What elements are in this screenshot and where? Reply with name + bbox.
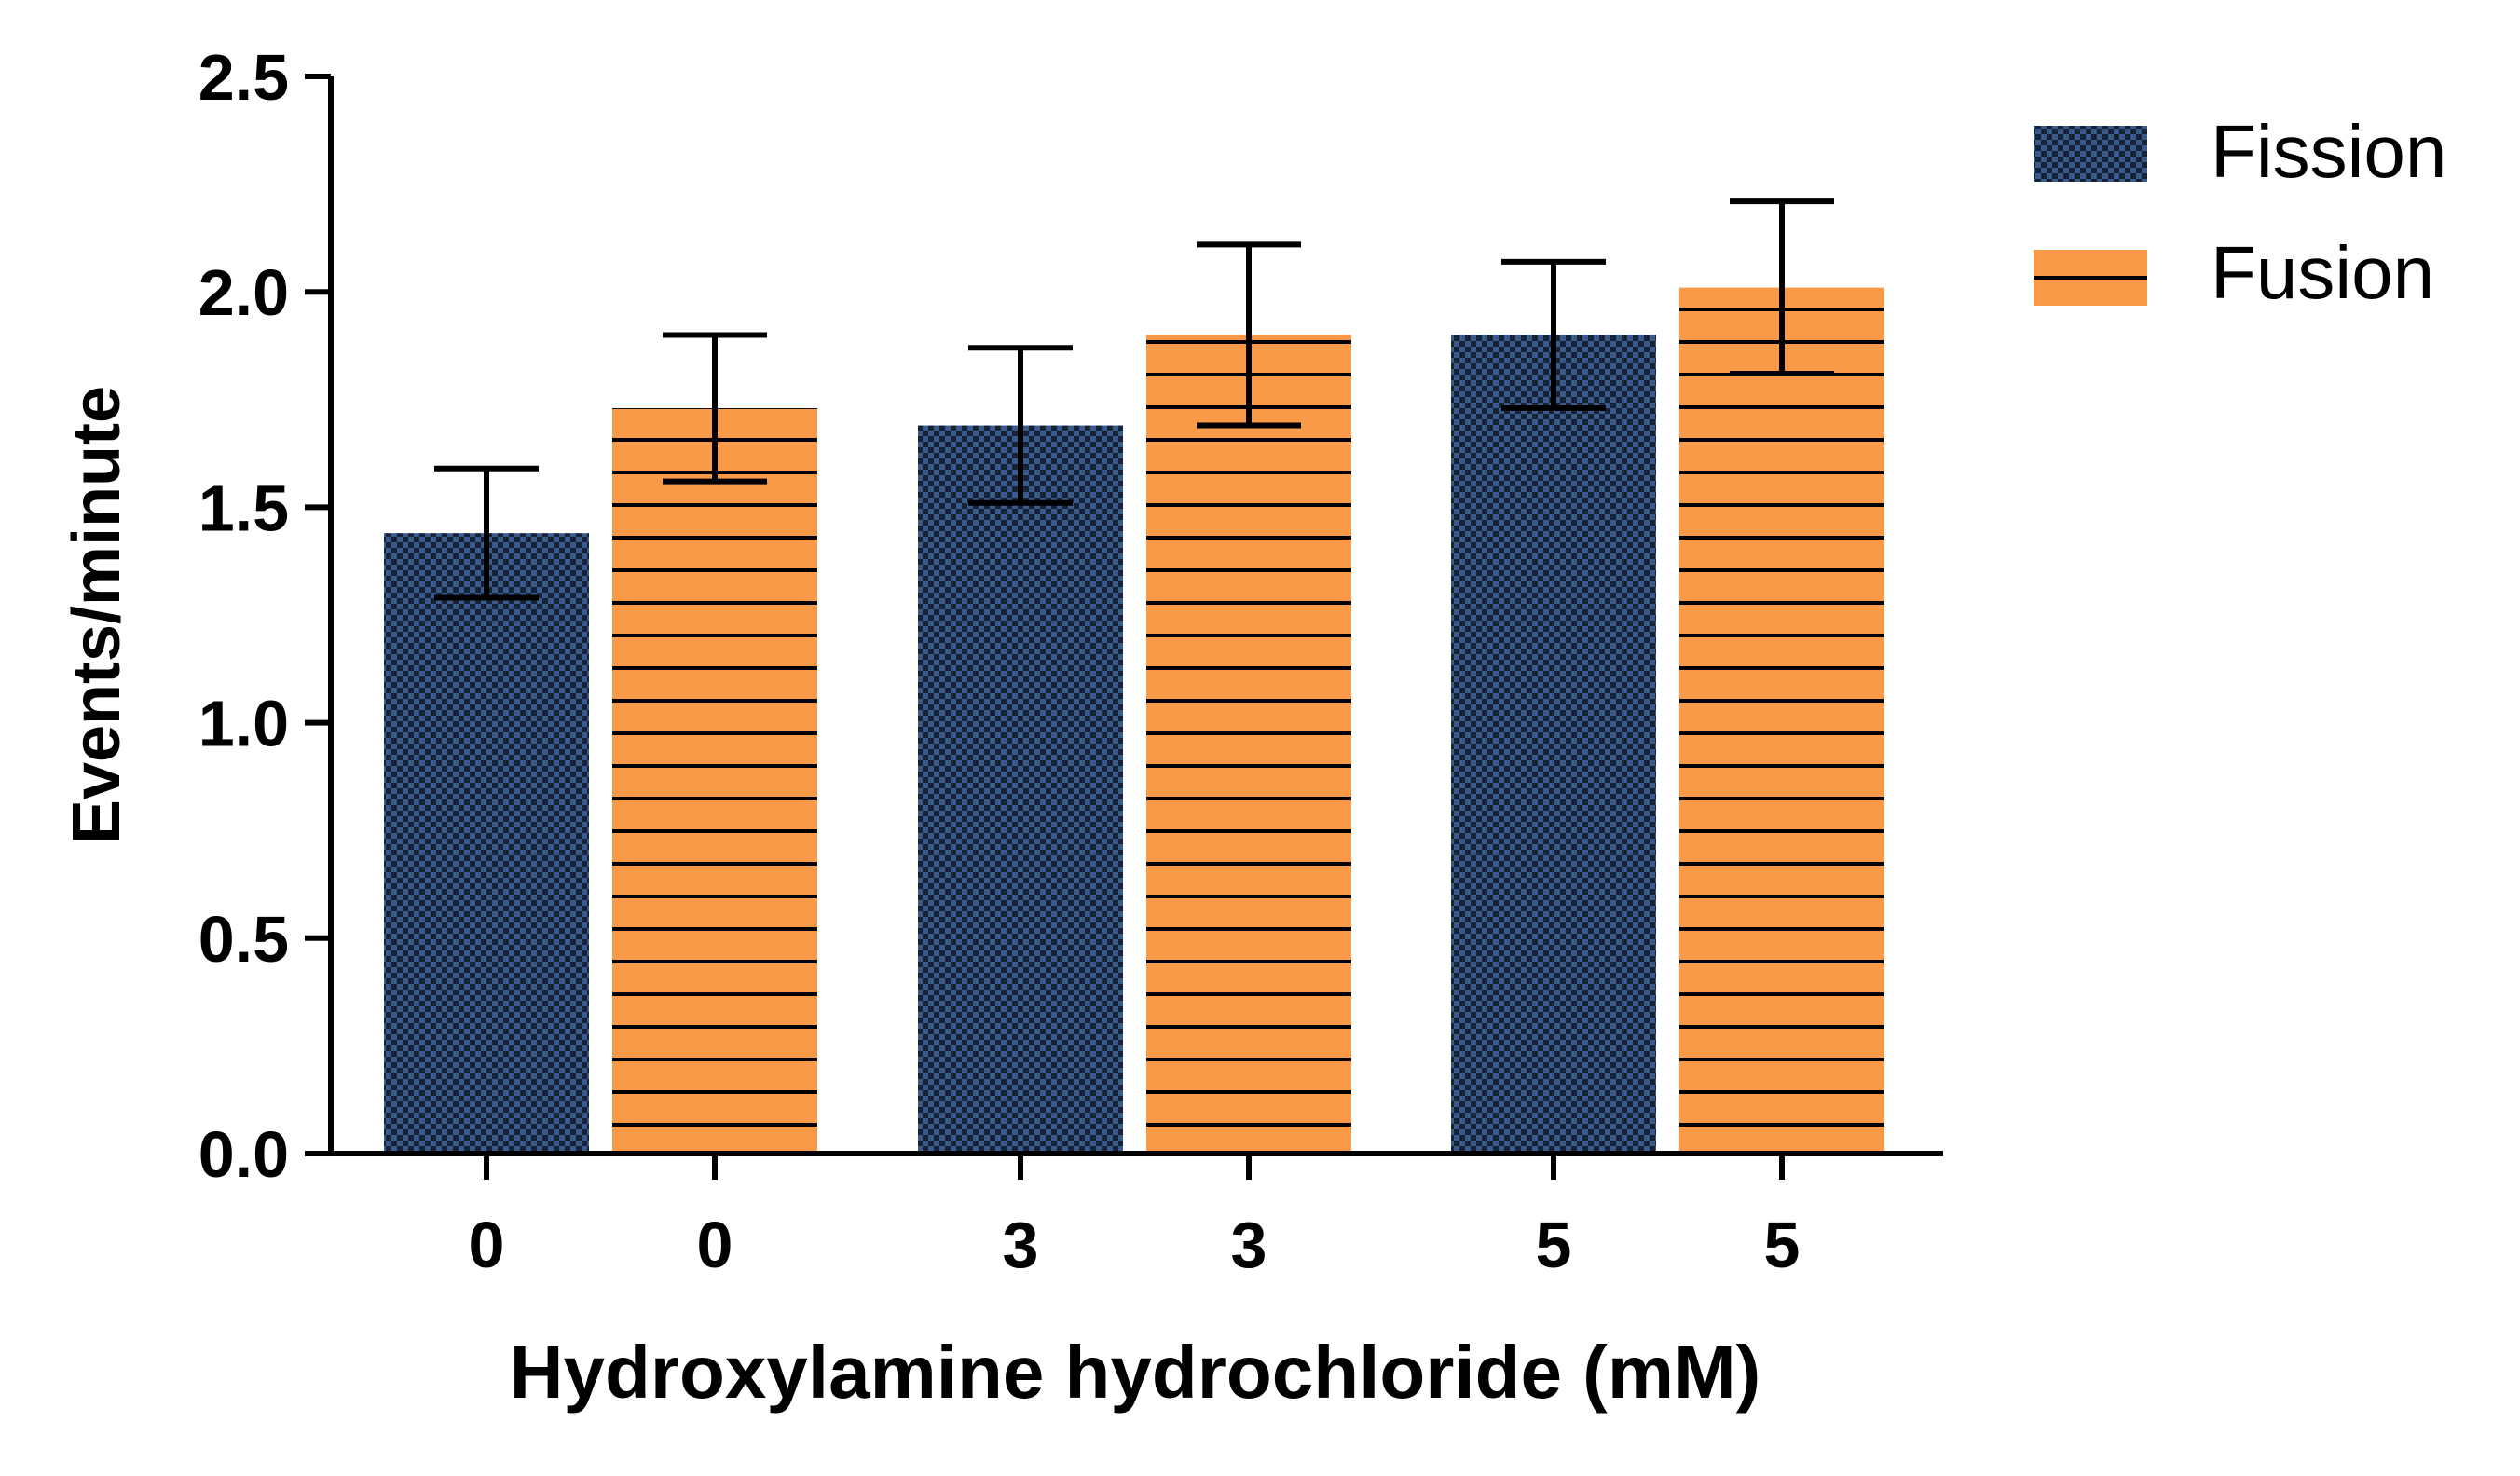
x-axis: 0 0 3 3 5 5 — [328, 1151, 1943, 1281]
bar-fusion-0 — [612, 408, 817, 1155]
error-bar-fission-3 — [968, 345, 1073, 506]
y-tick-label: 1.0 — [199, 688, 289, 760]
y-ticks: 0.0 0.5 1.0 1.5 2.0 2.5 — [199, 41, 331, 1191]
legend-swatch-fission — [2034, 126, 2147, 182]
error-bar-fusion-5 — [1730, 198, 1834, 377]
y-tick-label: 2.5 — [199, 41, 289, 114]
error-bar-fusion-0 — [663, 332, 767, 485]
x-axis-title: Hydroxylamine hydrochloride (mM) — [510, 1331, 1760, 1414]
y-tick-label: 2.0 — [199, 256, 289, 329]
legend-swatch-fusion-line — [2034, 276, 2147, 280]
bars-layer — [384, 287, 1884, 1155]
x-tick-label-fission-5: 5 — [1536, 1209, 1572, 1281]
x-tick-label-fusion-5: 5 — [1764, 1209, 1801, 1281]
bar-fission-0 — [384, 533, 589, 1154]
error-bar-fission-0 — [434, 465, 539, 601]
y-axis: 0.0 0.5 1.0 1.5 2.0 2.5 — [199, 41, 334, 1191]
bar-fusion-5 — [1679, 287, 1884, 1154]
legend-item-fusion: Fusion — [2034, 231, 2434, 314]
legend-label-fission: Fission — [2211, 110, 2446, 193]
y-tick-label: 1.5 — [199, 472, 289, 544]
bar-fission-3 — [918, 425, 1123, 1154]
error-bar-fusion-3 — [1197, 241, 1301, 429]
y-axis-title: Events/minute — [60, 386, 134, 844]
x-tick-label-fusion-3: 3 — [1231, 1209, 1267, 1281]
x-tick-label-fission-3: 3 — [1003, 1209, 1039, 1281]
legend: Fission Fusion — [2034, 110, 2446, 314]
x-tick-label-fusion-0: 0 — [697, 1209, 733, 1281]
y-tick-label: 0.0 — [199, 1118, 289, 1191]
bar-fusion-3 — [1146, 335, 1351, 1154]
error-bars-layer — [434, 198, 1834, 601]
x-tick-label-fission-0: 0 — [469, 1209, 505, 1281]
legend-item-fission: Fission — [2034, 110, 2446, 193]
bar-fission-5 — [1451, 335, 1656, 1154]
error-bar-fission-5 — [1501, 258, 1606, 412]
x-ticks: 0 0 3 3 5 5 — [469, 1154, 1801, 1281]
y-tick-label: 0.5 — [199, 903, 289, 976]
legend-label-fusion: Fusion — [2211, 231, 2434, 314]
